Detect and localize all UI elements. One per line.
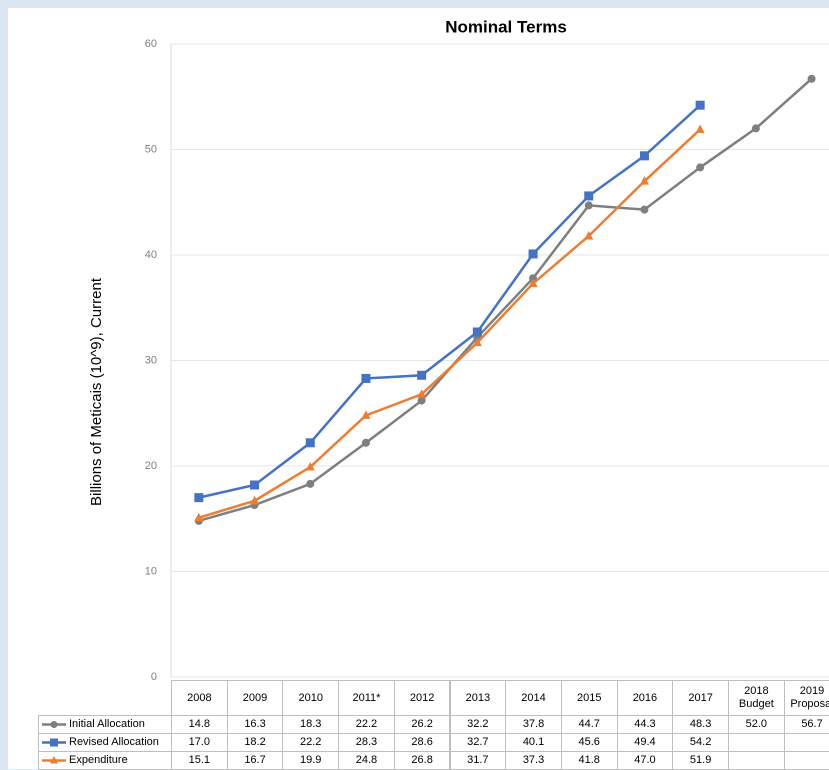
y-tick-label: 50 (145, 143, 157, 155)
y-tick-label: 10 (145, 565, 157, 577)
value-cell: 32.2 (449, 715, 507, 734)
point (584, 231, 594, 240)
category-cell: 2016 (616, 680, 674, 716)
value-cell (728, 751, 785, 770)
value-cell: 56.7 (783, 715, 829, 734)
value-cell: 22.2 (338, 715, 395, 734)
legend-cell: Expenditure (38, 751, 172, 770)
value-cell: 16.7 (226, 751, 284, 770)
category-cell: 2009 (226, 680, 284, 716)
value-cell: 22.2 (282, 733, 340, 752)
value-cell (783, 733, 829, 752)
point (417, 396, 426, 405)
point (639, 176, 649, 185)
category-cell: 2019 Proposal (783, 680, 829, 716)
point (417, 370, 427, 380)
value-cell: 51.9 (672, 751, 729, 770)
value-cell: 37.3 (505, 751, 562, 770)
panel (8, 8, 829, 769)
point (695, 100, 705, 110)
value-cell: 19.9 (282, 751, 340, 770)
point (305, 438, 315, 448)
category-cell: 2018 Budget (728, 680, 785, 716)
point (306, 479, 315, 488)
y-tick-label: 40 (145, 249, 157, 261)
value-cell: 48.3 (672, 715, 729, 734)
y-tick-label: 60 (145, 38, 157, 50)
point (361, 438, 370, 447)
point (361, 373, 371, 383)
value-cell: 47.0 (616, 751, 674, 770)
value-cell: 24.8 (338, 751, 395, 770)
value-cell: 31.7 (449, 751, 507, 770)
category-cell: 2013 (449, 680, 507, 716)
legend-cell: Revised Allocation (38, 733, 172, 752)
point (695, 124, 705, 133)
value-cell: 28.3 (338, 733, 395, 752)
point (250, 495, 260, 505)
point (472, 337, 482, 347)
series-line (198, 128, 702, 519)
chart-title: Nominal Terms (445, 17, 567, 36)
value-cell: 17.0 (171, 733, 228, 752)
value-cell: 49.4 (616, 733, 674, 752)
series (194, 124, 705, 522)
value-cell: 18.2 (226, 733, 284, 752)
point (807, 74, 816, 83)
value-cell: 37.8 (505, 715, 562, 734)
value-cell: 44.7 (560, 715, 618, 734)
value-cell: 18.3 (282, 715, 340, 734)
point (194, 512, 204, 522)
point (696, 163, 705, 172)
value-cell: 15.1 (171, 751, 228, 770)
point (194, 493, 204, 503)
value-cell: 40.1 (505, 733, 562, 752)
value-cell (783, 751, 829, 770)
value-cell: 52.0 (728, 715, 785, 734)
point (472, 327, 482, 337)
value-cell: 28.6 (393, 733, 451, 752)
value-cell: 16.3 (226, 715, 284, 734)
y-tick-label: 0 (151, 671, 157, 683)
category-cell: 2017 (672, 680, 729, 716)
series (194, 100, 705, 503)
value-cell: 26.8 (393, 751, 451, 770)
point (528, 278, 538, 287)
value-cell: 45.6 (560, 733, 618, 752)
point (639, 151, 649, 161)
category-cell: 2015 (560, 680, 618, 716)
value-cell: 41.8 (560, 751, 618, 770)
point (250, 480, 260, 490)
category-cell: 2010 (282, 680, 340, 716)
point (305, 462, 315, 471)
point (584, 201, 593, 210)
legend-cell: Initial Allocation (38, 715, 172, 734)
value-cell (728, 733, 785, 752)
category-cell: 2014 (505, 680, 562, 716)
category-cell: 2011* (338, 680, 395, 716)
point (361, 410, 371, 419)
value-cell: 32.7 (449, 733, 507, 752)
y-axis-label: Billions of Meticais (10^9), Current (88, 277, 105, 506)
point (640, 205, 649, 214)
value-cell: 54.2 (672, 733, 729, 752)
value-cell: 44.3 (616, 715, 674, 734)
category-cell: 2012 (393, 680, 451, 716)
series (194, 74, 816, 525)
value-cell: 14.8 (171, 715, 228, 734)
category-cell: 2008 (171, 680, 228, 716)
value-cell: 26.2 (393, 715, 451, 734)
point (528, 249, 538, 259)
point (751, 124, 760, 133)
point (417, 389, 427, 398)
point (584, 191, 594, 201)
series-line (198, 104, 701, 499)
y-tick-label: 30 (145, 354, 157, 366)
series-line (198, 77, 813, 523)
y-tick-label: 20 (145, 460, 157, 472)
